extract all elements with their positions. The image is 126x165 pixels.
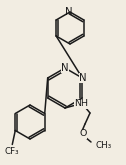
Text: O: O [79, 130, 87, 138]
Text: NH: NH [74, 99, 88, 109]
Text: CF₃: CF₃ [5, 147, 20, 156]
Text: N: N [78, 73, 86, 83]
Text: N: N [65, 7, 73, 17]
Text: N: N [61, 63, 69, 73]
Text: CH₃: CH₃ [96, 141, 112, 149]
